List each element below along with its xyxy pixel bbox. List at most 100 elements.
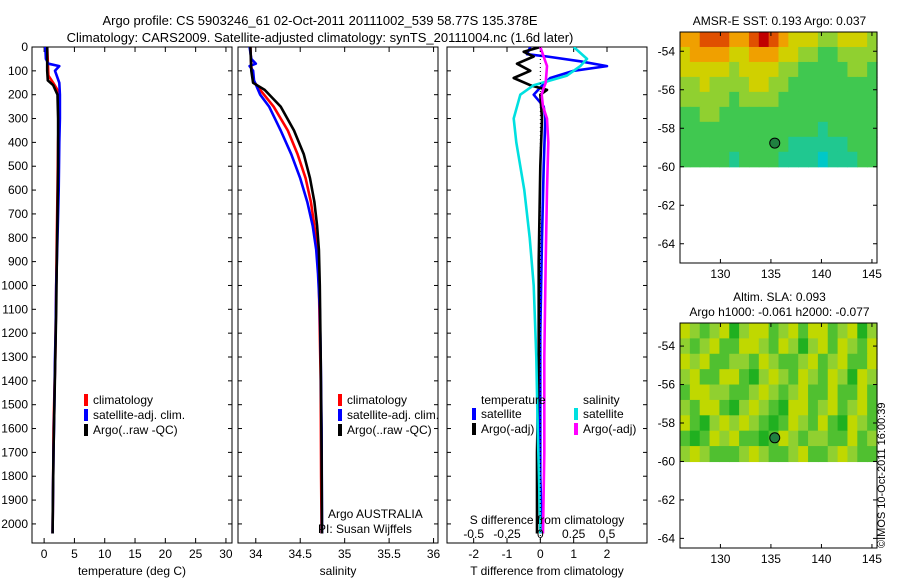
heatmap-cell [808,399,819,416]
heatmap-cell [758,91,770,108]
heatmap-cell [857,32,868,48]
heatmap-cell [699,415,711,432]
heatmap-cell [709,76,720,93]
heatmap-cell [699,369,711,386]
heatmap-cell [817,91,829,108]
x-tick-label: 1 [570,547,577,561]
heatmap-cell [758,121,770,138]
heatmap-cell [729,338,740,355]
heatmap-cell [699,151,711,168]
heatmap-cell [847,353,858,370]
heatmap-cell [857,384,868,401]
heatmap-cell [689,106,701,123]
heatmap-cell [827,415,839,432]
heatmap-cell [699,61,711,78]
heatmap-cell [748,136,760,153]
y-tick-label: -62 [658,493,676,507]
heatmap-cell [739,399,750,416]
y-tick-label: 900 [8,255,28,269]
legend-swatch [472,408,476,420]
heatmap-cell [758,353,770,370]
heatmap-cell [867,32,878,48]
heatmap-cell [739,415,750,432]
heatmap-cell [739,384,750,401]
heatmap-cell [758,369,770,386]
x-tick-label: 0 [41,547,48,561]
heatmap-cell [729,91,740,108]
heatmap-cell [699,46,711,63]
heatmap-cell [788,415,799,432]
heatmap-cell [857,46,868,63]
heatmap-cell [768,61,780,78]
heatmap-cell [729,32,740,48]
heatmap-cell [689,338,701,355]
heatmap-cell [847,46,858,63]
heatmap-cell [867,106,878,123]
heatmap-cell [847,415,858,432]
heatmap-cell [837,61,849,78]
heatmap-cell [719,136,730,153]
heatmap-cell [867,46,878,63]
heatmap-cell [719,91,730,108]
heatmap-cell [817,430,829,447]
heatmap-cell [719,415,730,432]
heatmap-cell [847,384,858,401]
heatmap-cell [699,121,711,138]
heatmap-cell [857,415,868,432]
heatmap-cell [798,76,809,93]
heatmap-cell [867,76,878,93]
heatmap-cell [798,136,809,153]
heatmap-cell [778,384,789,401]
heatmap-cell [867,338,878,355]
heatmap-cell [788,106,799,123]
heatmap-cell [867,399,878,416]
heatmap-cell [788,399,799,416]
heatmap-cell [798,353,809,370]
heatmap-cell [798,323,809,339]
y-tick-label: 1400 [1,374,28,388]
heatmap-cell [788,46,799,63]
heatmap-cell [817,136,829,153]
heatmap-cell [748,323,760,339]
heatmap-cell [719,61,730,78]
heatmap-cell [699,106,711,123]
heatmap-cells [680,32,878,168]
heatmap-cell [847,121,858,138]
heatmap-cell [768,338,780,355]
x-tick-label: 15 [128,547,142,561]
heatmap-cell [729,106,740,123]
y-tick-label: 600 [8,183,28,197]
heatmap-cell [788,91,799,108]
heatmap-cell [808,136,819,153]
x-tick-label: -1 [502,547,513,561]
heatmap-cell [798,338,809,355]
heatmap-cell [709,415,720,432]
y-tick-label: -56 [658,83,676,97]
heatmap-cell [709,46,720,63]
heatmap-cell [847,91,858,108]
heatmap-cell [719,76,730,93]
legend-label: climatology [93,393,153,407]
heatmap-cell [867,91,878,108]
heatmap-cell [808,91,819,108]
heatmap-cell [837,369,849,386]
annotation-text: Argo AUSTRALIA [328,507,423,521]
heatmap-cell [739,353,750,370]
heatmap-cell [857,338,868,355]
heatmap-cell [857,91,868,108]
y-tick-label: -64 [658,531,676,545]
series-line [248,47,324,534]
heatmap-cell [758,106,770,123]
heatmap-cell [729,430,740,447]
heatmap-cell [798,384,809,401]
heatmap-cell [739,76,750,93]
plot-frame [31,46,233,544]
heatmap-cell [778,32,789,48]
heatmap-cell [680,151,691,168]
heatmap-cell [778,446,789,463]
heatmap-cell [680,121,691,138]
heatmap-cell [867,61,878,78]
heatmap-cell [729,446,740,463]
heatmap-cell [837,136,849,153]
heatmap-cell [680,76,691,93]
